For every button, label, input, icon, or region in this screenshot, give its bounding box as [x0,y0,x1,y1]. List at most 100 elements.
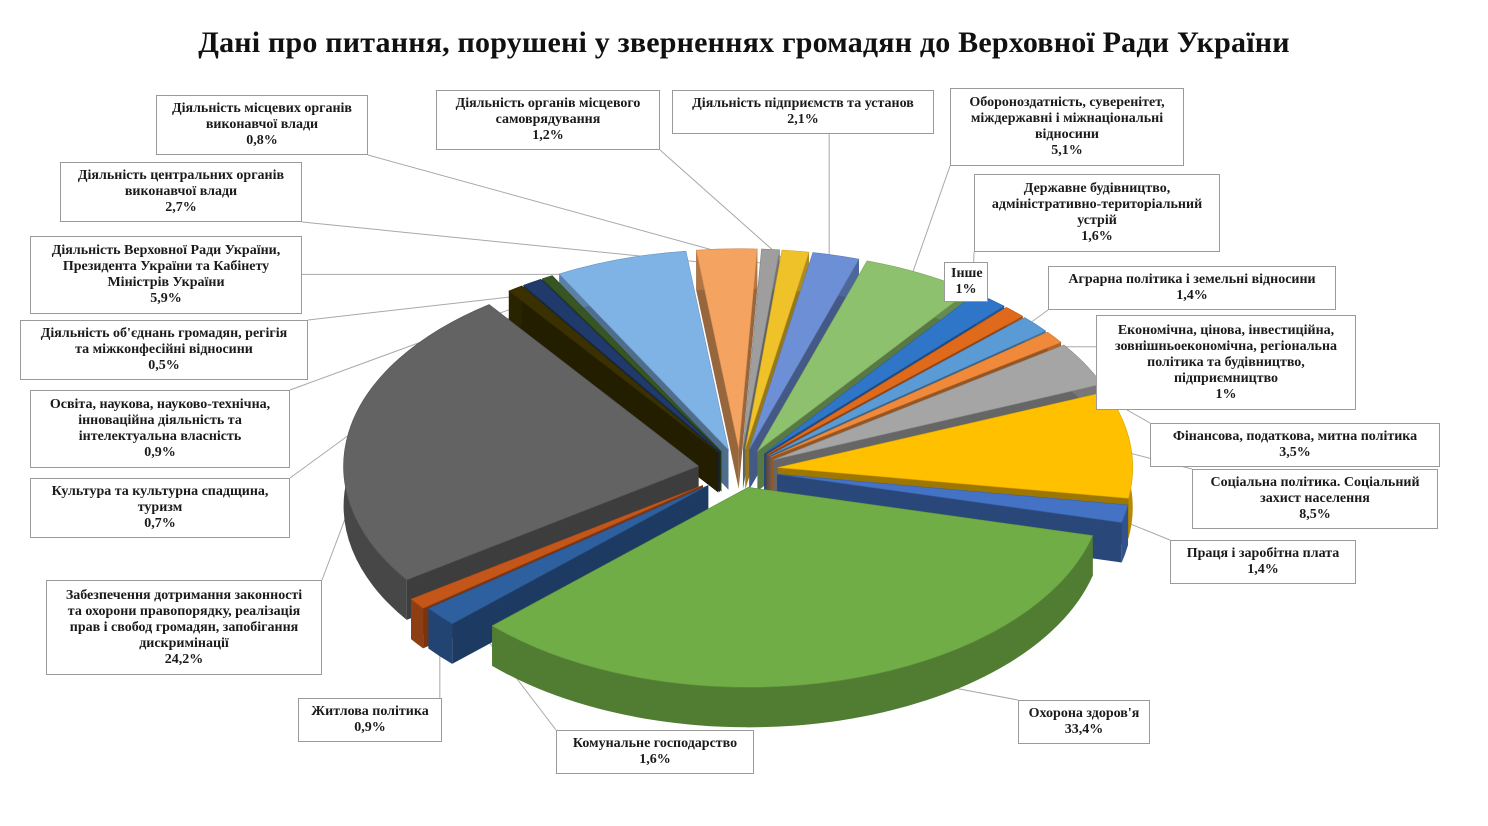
data-label-line: Обороноздатність, суверенітет, [969,95,1165,110]
data-label-line: Фінансова, податкова, митна політика [1172,429,1418,444]
data-label-line: 1% [1215,386,1237,402]
data-label-line: Культура та культурна спадщина, [51,484,269,499]
data-label-line: зовнішньоекономічна, регіональна [1114,338,1338,354]
data-label: Діяльність центральних органів виконавчої… [60,162,302,222]
data-label: Обороноздатність, суверенітет, міждержавн… [950,88,1184,166]
pie-slice [522,278,721,453]
data-label: Комунальне господарство 1,6% [556,730,754,774]
slice-side [411,599,424,649]
data-label-line: Соціальна політика. Соціальний [1210,475,1420,490]
data-label-line: Президента України та Кабінету [62,259,270,274]
pie-slice [427,485,709,625]
pie-slice [745,249,810,450]
pie-slice [768,317,1047,457]
pie-slice [777,473,1129,523]
data-label-line: 2,1% [787,112,819,127]
data-label-line: Державне будівництво, [1023,181,1171,196]
pie-slice [410,484,704,609]
data-label-line: виконавчої влади [124,184,238,199]
data-label-line: відносини [1034,127,1099,142]
data-label: Забезпечення дотримання законності та охо… [46,580,322,675]
slice-wall [428,485,709,649]
data-label: Житлова політика 0,9% [298,698,442,742]
data-label-line: 1,2% [532,128,564,143]
data-label: Діяльність органів місцевого самоврядуван… [436,90,660,150]
data-label-line: Праця і заробітна плата [1186,546,1340,561]
chart-title: Дані про питання, порушені у зверненнях … [198,26,1290,59]
data-label-line: дискримінації [139,635,229,651]
data-label-line: Діяльність місцевих органів [171,101,352,116]
data-label-line: Охорона здоров'я [1028,706,1140,721]
data-label-line: Економічна, цінова, інвестиційна, [1117,322,1335,338]
data-label: Діяльність підприємств та установ 2,1% [672,90,934,134]
data-label-line: Житлова політика [311,704,429,719]
data-label: Аграрна політика і земельні відносини 1,4… [1048,266,1336,310]
data-label-line: Діяльність об'єднань громадян, регігія [40,326,288,341]
data-label-line: 1,6% [639,752,671,767]
data-label-line: Освіта, наукова, науково-технічна, [49,397,271,412]
data-label-line: Комунальне господарство [572,736,738,751]
data-label-line: 1% [955,282,977,297]
data-label-line: адміністративно-територіальний [991,197,1203,212]
data-label: Економічна, цінова, інвестиційна, зовнішн… [1096,315,1356,410]
data-label-line: 24,2% [164,651,204,667]
pie-slice [695,248,758,449]
data-label: Соціальна політика. Соціальний захист нас… [1192,469,1438,529]
data-label-line: Міністрів України [107,275,225,290]
data-label-line: 1,4% [1247,562,1279,577]
data-label-line: міждержавні і міжнаціональні [970,111,1164,126]
data-label: Фінансова, податкова, митна політика 3,5% [1150,423,1440,467]
data-label-line: Інше [951,266,983,281]
data-label-line: 2,7% [165,200,197,215]
leader-line [367,154,769,266]
data-label-line: захист населення [1260,491,1370,506]
pie-slice [742,248,780,449]
data-label-line: 1,6% [1081,229,1113,244]
data-label-line: Аграрна політика і земельні відносини [1068,272,1316,287]
data-label-line: устрій [1077,213,1117,228]
leader-line [906,165,951,288]
data-label: Інше 1% [944,262,988,302]
pie-slice [508,285,719,453]
pie-slice [343,304,700,581]
data-label-line: Діяльність підприємств та установ [692,96,914,111]
data-label-line: 3,5% [1279,445,1311,460]
data-label-line: туризм [137,500,183,515]
slice-side [492,535,1093,728]
data-label-line: 0,5% [148,358,180,373]
slice-tops [343,248,1134,688]
data-label: Культура та культурна спадщина, туризм 0,7… [30,478,290,538]
data-label-line: 0,9% [354,720,386,735]
data-label-line: Забезпечення дотримання законності [65,587,303,603]
data-label-line: самоврядування [495,112,601,127]
slice-side [428,608,453,664]
data-label-line: та охорони правопорядку, реалізація [67,603,301,619]
pie-slice [766,307,1024,456]
pie-slice [770,331,1062,458]
data-label-line: 0,8% [246,133,278,148]
data-label: Державне будівництво, адміністративно-тер… [974,174,1220,252]
data-label-line: Діяльність центральних органів [77,168,285,183]
data-label: Діяльність об'єднань громадян, регігія та… [20,320,308,380]
data-label-line: політика та будівництво, [1147,354,1305,370]
data-label-line: підприємництво [1173,370,1279,386]
pie-slice [749,252,860,450]
data-label: Діяльність Верховної Ради України, Презид… [30,236,302,314]
data-label-line: 33,4% [1064,722,1104,737]
pie-slice [541,275,722,452]
data-label-line: 8,5% [1299,507,1331,522]
data-label-line: 0,9% [144,445,176,460]
data-label-line: та міжконфесійні відносини [75,342,253,357]
data-label-line: інноваційна діяльність та [78,413,242,428]
data-label-line: 0,7% [144,516,176,531]
slice-wall [738,249,758,489]
data-label-line: інтелектуальна власність [78,429,242,444]
data-label-line: прав і свобод громадян, запобігання [69,619,299,635]
pie-slice [491,487,1094,688]
data-label: Охорона здоров'я 33,4% [1018,700,1150,744]
data-label-line: Діяльність Верховної Ради України, [51,243,281,258]
data-label-line: 5,1% [1051,143,1083,158]
data-label: Праця і заробітна плата 1,4% [1170,540,1356,584]
